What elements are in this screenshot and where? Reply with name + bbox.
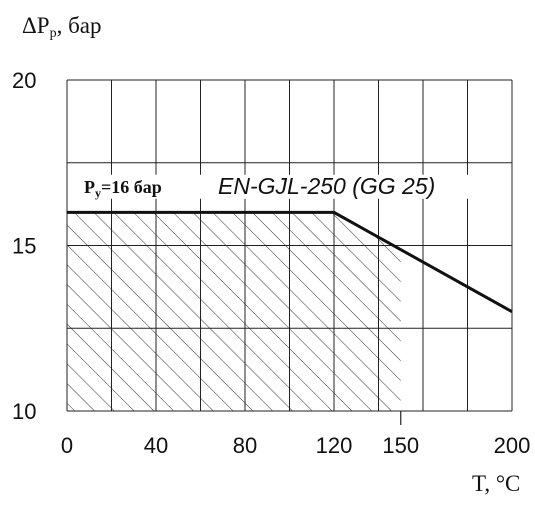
x-tick-labels: 0 40 80 120 150 200 — [61, 433, 530, 458]
hatched-area — [67, 212, 401, 411]
y-axis-label: ΔPр, бар — [22, 13, 102, 41]
allowed-region-hatch — [67, 212, 401, 411]
grid-lines — [66, 79, 513, 425]
x-tick-label: 150 — [382, 433, 419, 458]
y-tick-label: 10 — [12, 399, 36, 424]
y-tick-label: 20 — [12, 68, 36, 93]
x-tick-label: 40 — [144, 433, 168, 458]
x-axis-label: T, °C — [472, 471, 520, 496]
pressure-label: Py=16 бар — [84, 177, 162, 200]
pressure-label-sub: y — [95, 186, 101, 200]
y-axis-label-sub: р — [50, 26, 57, 41]
label-band — [68, 174, 475, 199]
x-tick-label: 200 — [494, 433, 531, 458]
pressure-limit-line — [67, 210, 513, 314]
y-tick-labels: 20 15 10 — [12, 68, 36, 424]
material-label: EN-GJL-250 (GG 25) — [218, 173, 435, 199]
pressure-label-main: P — [84, 177, 95, 197]
y-axis-label-unit: , бар — [57, 13, 102, 38]
x-tick-label: 0 — [61, 433, 73, 458]
y-tick-label: 15 — [12, 234, 36, 259]
x-tick-label: 120 — [316, 433, 353, 458]
y-axis-label-main: ΔP — [22, 13, 50, 38]
pressure-label-value: =16 бар — [101, 177, 162, 197]
pressure-limit-series — [67, 210, 513, 314]
x-tick-label: 80 — [233, 433, 257, 458]
